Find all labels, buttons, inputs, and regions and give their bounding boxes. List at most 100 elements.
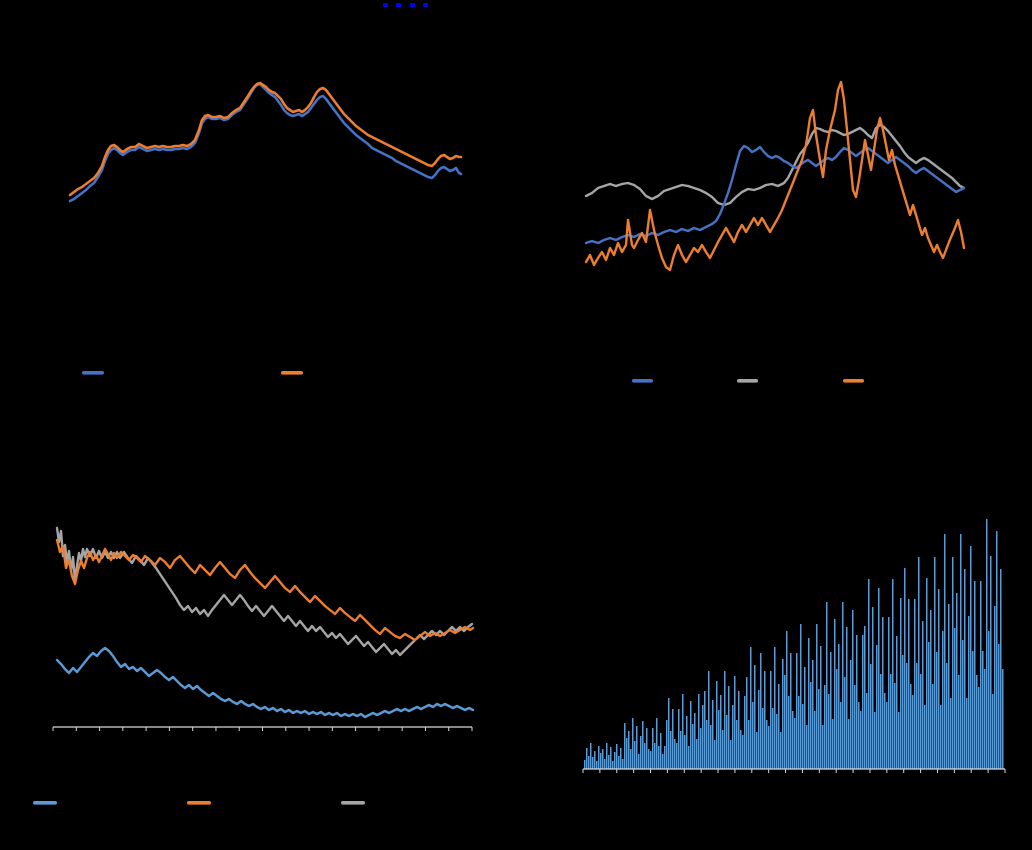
bar	[980, 581, 982, 769]
bar	[838, 644, 840, 769]
bar	[866, 693, 868, 769]
bar	[692, 724, 694, 769]
bar	[616, 744, 618, 769]
bar	[674, 739, 676, 769]
bar	[724, 671, 726, 769]
bar	[694, 713, 696, 769]
bar	[876, 645, 878, 769]
bar	[696, 739, 698, 769]
bar	[858, 702, 860, 769]
bar	[914, 599, 916, 769]
bar	[612, 761, 614, 769]
bar	[804, 667, 806, 769]
bar	[964, 569, 966, 769]
bar	[756, 732, 758, 769]
bar	[678, 709, 680, 769]
bar	[730, 740, 732, 769]
bar	[966, 698, 968, 769]
bar	[976, 675, 978, 769]
chart-top-right	[584, 80, 966, 383]
bar	[718, 710, 720, 769]
bar	[626, 738, 628, 769]
bottom-left-legend-swatch-orange	[187, 801, 211, 805]
top-right-legend-swatch-blue	[632, 379, 653, 383]
bar	[924, 705, 926, 769]
bar	[896, 636, 898, 769]
bar	[932, 684, 934, 769]
bar	[772, 708, 774, 769]
bar	[854, 685, 856, 769]
bar	[852, 610, 854, 769]
bar	[644, 743, 646, 769]
bar	[918, 557, 920, 769]
bar	[618, 756, 620, 769]
bar	[728, 686, 730, 769]
bar	[950, 698, 952, 769]
bar	[628, 731, 630, 769]
bar	[874, 712, 876, 769]
bar	[688, 746, 690, 769]
bar	[992, 694, 994, 769]
bar	[946, 663, 948, 769]
bar	[762, 708, 764, 769]
bar	[750, 647, 752, 769]
bar	[960, 534, 962, 769]
title-fragment	[396, 3, 401, 7]
bar	[826, 602, 828, 769]
bar	[794, 718, 796, 769]
bar	[786, 631, 788, 769]
bar	[984, 669, 986, 769]
bar	[654, 743, 656, 769]
bar	[982, 651, 984, 769]
bar	[790, 653, 792, 769]
bar	[680, 731, 682, 769]
bar	[948, 604, 950, 769]
bar	[716, 681, 718, 769]
bar	[660, 733, 662, 769]
bar	[912, 695, 914, 769]
bar	[970, 546, 972, 769]
bar	[604, 759, 606, 769]
bar	[744, 696, 746, 769]
bar	[782, 659, 784, 769]
bar	[872, 607, 874, 769]
bar	[722, 730, 724, 769]
bar	[712, 700, 714, 769]
bar	[668, 698, 670, 769]
bar	[884, 693, 886, 769]
bar	[748, 720, 750, 769]
bar	[662, 754, 664, 769]
bar	[820, 646, 822, 769]
bar	[952, 557, 954, 769]
bar	[856, 635, 858, 769]
bar	[942, 631, 944, 769]
bar	[764, 671, 766, 769]
bar	[642, 721, 644, 769]
bar	[774, 647, 776, 769]
bar	[726, 715, 728, 769]
title-fragment	[423, 3, 428, 7]
top-right-line-orange	[584, 80, 966, 272]
bar	[610, 747, 612, 769]
bar	[832, 719, 834, 769]
bar	[584, 760, 586, 769]
bar	[908, 599, 910, 769]
chart-bottom-right	[582, 519, 1006, 773]
bar	[840, 702, 842, 769]
bar	[938, 589, 940, 769]
bar	[954, 628, 956, 769]
bar	[624, 723, 626, 769]
bar	[768, 726, 770, 769]
bar	[736, 720, 738, 769]
bar	[734, 676, 736, 769]
bar	[834, 619, 836, 769]
bar	[784, 675, 786, 769]
bar	[936, 652, 938, 769]
bottom-left-legend-swatch-gray	[341, 801, 365, 805]
bar	[958, 675, 960, 769]
bar	[886, 702, 888, 769]
figure-title-fragments	[383, 3, 428, 7]
bar	[800, 624, 802, 769]
bar	[860, 711, 862, 769]
chart-bottom-left	[33, 526, 475, 805]
